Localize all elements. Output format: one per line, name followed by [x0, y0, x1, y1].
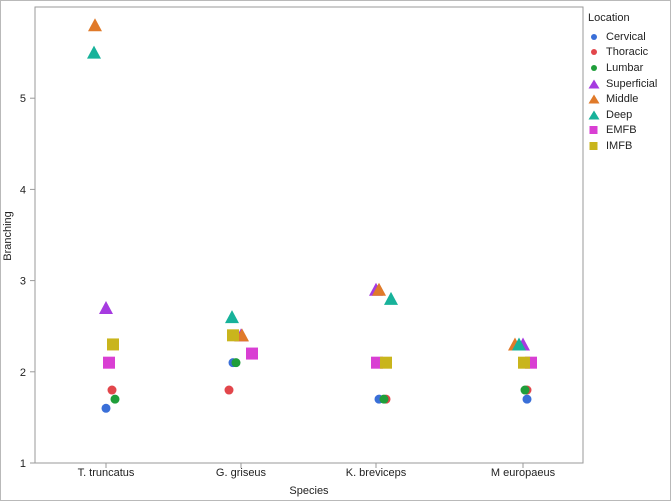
circle-marker-icon [591, 64, 597, 71]
point-thoracic [107, 385, 117, 395]
legend-label: Superficial [606, 77, 658, 90]
point-deep [512, 337, 526, 351]
point-imfb [107, 338, 119, 351]
triangle-marker-icon [588, 110, 600, 120]
point-thoracic [224, 385, 234, 395]
x-axis-title: Species [289, 485, 329, 497]
legend-items: Cervical Thoracic Lumbar Superficial Middle D… [588, 29, 668, 154]
point-imfb [227, 329, 239, 342]
x-tick-label: M europaeus [491, 467, 556, 479]
point-deep [384, 291, 398, 305]
legend: Location Cervical Thoracic Lumbar Superfici… [588, 12, 668, 154]
legend-label: Cervical [606, 30, 646, 43]
circle-marker-icon [591, 33, 597, 40]
legend-item-deep: Deep [588, 107, 668, 123]
y-tick-label: 4 [20, 184, 26, 196]
legend-item-thoracic: Thoracic [588, 45, 668, 61]
point-cervical [101, 403, 111, 413]
square-marker-icon [589, 141, 598, 150]
y-tick-label: 2 [20, 367, 26, 379]
point-lumbar [379, 394, 389, 404]
data-marks [87, 18, 537, 413]
legend-item-emfb: EMFB [588, 123, 668, 139]
triangle-marker-icon [588, 79, 600, 89]
legend-item-imfb: IMFB [588, 138, 668, 154]
point-middle [88, 18, 102, 32]
point-deep [87, 45, 101, 59]
triangle-marker-icon [588, 94, 600, 104]
point-lumbar [231, 358, 241, 368]
point-lumbar [110, 394, 120, 404]
legend-label: Thoracic [606, 46, 649, 59]
point-emfb [246, 347, 258, 360]
point-deep [225, 310, 239, 324]
legend-item-cervical: Cervical [588, 29, 668, 45]
y-tick-label: 1 [20, 458, 26, 470]
point-emfb [103, 356, 115, 369]
y-tick-label: 5 [20, 93, 26, 105]
point-lumbar [520, 385, 530, 395]
x-tick-label: K. breviceps [346, 467, 407, 479]
legend-label: IMFB [606, 139, 633, 152]
legend-item-superficial: Superficial [588, 76, 668, 92]
circle-marker-icon [591, 49, 597, 56]
x-axis: T. truncatus G. griseus K. breviceps M euro… [78, 463, 556, 479]
legend-label: EMFB [606, 124, 637, 137]
x-tick-label: T. truncatus [78, 467, 135, 479]
point-imfb [518, 356, 530, 369]
legend-title: Location [588, 12, 630, 24]
point-cervical [522, 394, 532, 404]
point-middle [372, 282, 386, 296]
legend-label: Middle [606, 93, 639, 106]
legend-item-lumbar: Lumbar [588, 60, 668, 76]
y-tick-label: 3 [20, 276, 26, 288]
y-axis-title: Branching [2, 211, 14, 261]
point-imfb [380, 356, 392, 369]
point-superficial [99, 300, 113, 314]
plot-area [34, 6, 584, 464]
y-axis: 1 2 3 4 5 [20, 93, 35, 470]
x-tick-label: G. griseus [216, 467, 267, 479]
square-marker-icon [589, 126, 598, 135]
legend-item-middle: Middle [588, 91, 668, 107]
legend-label: Deep [606, 108, 633, 121]
legend-label: Lumbar [606, 61, 644, 74]
